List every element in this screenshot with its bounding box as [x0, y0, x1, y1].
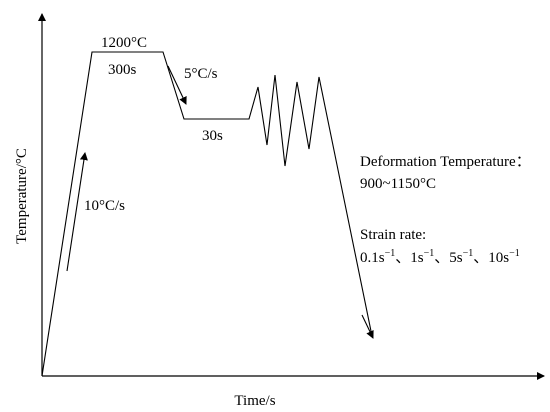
thermal-profile-line	[41, 51, 373, 377]
x-axis-label: Time/s	[234, 393, 275, 409]
strain-rate-exponent: −1	[385, 248, 396, 259]
strain-rate-value: 10s	[488, 250, 509, 266]
isothermal-time-label: 30s	[202, 128, 223, 144]
cooling-direction-arrow	[167, 65, 187, 105]
deformation-temperature-label: Deformation Temperature：	[360, 154, 531, 170]
strain-rate-value: 1s	[410, 250, 424, 266]
strain-rate-value: 5s	[449, 250, 463, 266]
strain-rate-exponent: −1	[424, 248, 435, 259]
strain-rate-label: Strain rate:	[360, 227, 426, 243]
strain-rate-separator: 、	[395, 250, 410, 266]
strain-rate-exponent: −1	[463, 248, 474, 259]
deformation-temperature-range: 900~1150°C	[360, 176, 436, 192]
hold-time-label: 300s	[108, 62, 137, 78]
heating-direction-arrow	[66, 152, 88, 272]
hold-temperature-label: 1200°C	[101, 35, 147, 51]
strain-rate-exponent: −1	[509, 248, 520, 259]
strain-rate-separator: 、	[473, 250, 488, 266]
strain-rate-separator: 、	[434, 250, 449, 266]
cooling-rate-label: 5°C/s	[184, 66, 218, 82]
heating-rate-label: 10°C/s	[84, 198, 125, 214]
strain-rate-value: 0.1s	[360, 250, 385, 266]
strain-rate-values: 0.1s−1、1s−1、5s−1、10s−1	[360, 248, 520, 266]
y-axis-label: Temperature/°C	[14, 148, 30, 244]
quench-arrowhead-guide	[361, 314, 374, 339]
